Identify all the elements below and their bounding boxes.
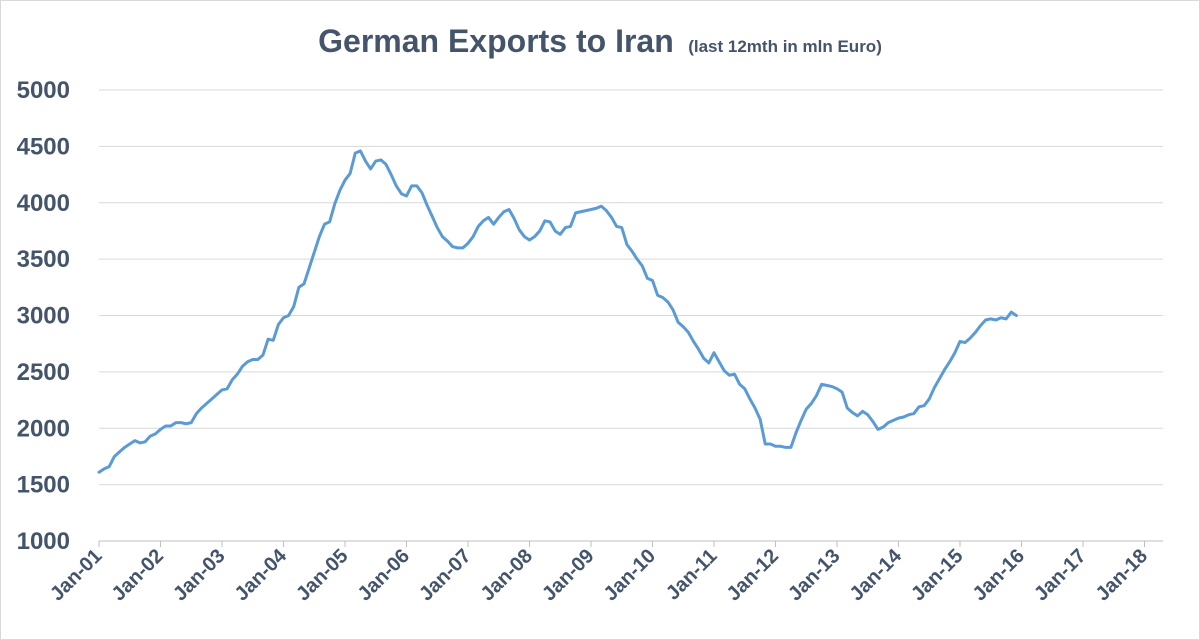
y-tick-label-1000: 1000 <box>17 528 70 555</box>
x-tick-label-Jan-03: Jan-03 <box>169 545 229 605</box>
y-tick-label-3000: 3000 <box>17 303 70 330</box>
y-tick-label-1500: 1500 <box>17 472 70 499</box>
gridlines <box>99 89 1163 486</box>
x-tick-label-Jan-14: Jan-14 <box>846 544 907 605</box>
x-tick-label-Jan-16: Jan-16 <box>969 545 1029 605</box>
y-tick-label-4000: 4000 <box>17 190 70 217</box>
x-axis-tick-labels: Jan-01 Jan-02 Jan-03 Jan-04 Jan-05 Jan-06 Jan-… <box>46 544 1152 605</box>
x-tick-label-Jan-07: Jan-07 <box>415 545 475 605</box>
x-tick-label-Jan-05: Jan-05 <box>292 545 352 605</box>
y-tick-label-5000: 5000 <box>17 77 70 104</box>
x-tick-label-Jan-17: Jan-17 <box>1030 545 1090 605</box>
x-tick-label-Jan-15: Jan-15 <box>907 545 967 605</box>
y-tick-label-4500: 4500 <box>17 133 70 160</box>
x-tick-label-Jan-18: Jan-18 <box>1092 545 1152 605</box>
y-axis-tick-labels: 1000 1500 2000 2500 3000 3500 4000 4500 5000 <box>17 77 70 555</box>
x-tick-label-Jan-04: Jan-04 <box>231 544 292 605</box>
y-tick-label-2000: 2000 <box>17 415 70 442</box>
chart-subtitle: (last 12mth in mln Euro) <box>688 37 882 56</box>
x-tick-label-Jan-02: Jan-02 <box>108 545 168 605</box>
x-tick-label-Jan-11: Jan-11 <box>662 545 722 605</box>
x-tick-label-Jan-08: Jan-08 <box>477 545 537 605</box>
y-tick-label-3500: 3500 <box>17 246 70 273</box>
x-axis <box>98 540 1163 547</box>
series-line <box>97 149 1018 474</box>
x-tick-label-Jan-12: Jan-12 <box>723 545 783 605</box>
y-tick-label-2500: 2500 <box>17 359 70 386</box>
x-tick-label-Jan-09: Jan-09 <box>538 545 598 605</box>
x-tick-label-Jan-06: Jan-06 <box>354 545 414 605</box>
chart-title-main: German Exports to Iran <box>318 23 674 59</box>
chart-title: German Exports to Iran (last 12mth in ml… <box>318 23 882 59</box>
x-tick-label-Jan-13: Jan-13 <box>784 545 844 605</box>
x-tick-label-Jan-10: Jan-10 <box>600 545 660 605</box>
